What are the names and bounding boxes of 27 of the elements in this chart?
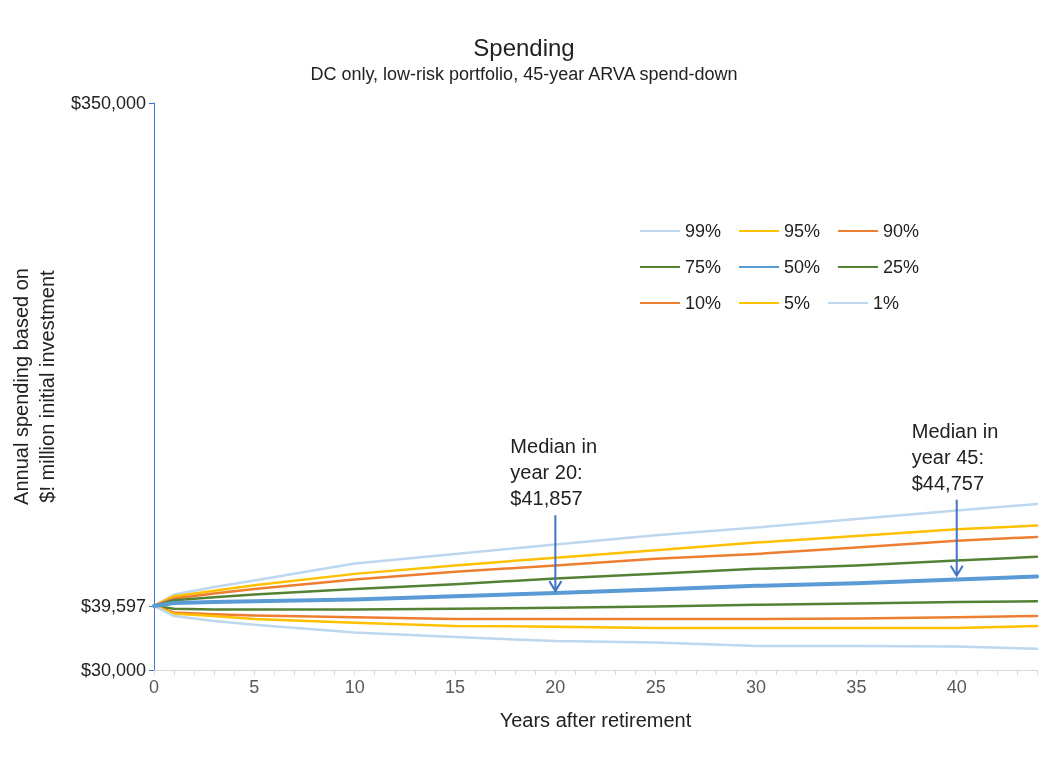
x-tick-label: 30 xyxy=(746,677,767,697)
x-tick-label: 5 xyxy=(249,677,260,697)
legend-label: 90% xyxy=(883,221,920,241)
x-tick-label: 25 xyxy=(645,677,666,697)
x-tick-label: 20 xyxy=(545,677,566,697)
y-axis-title: Annual spending based on $! million initial investment xyxy=(10,268,58,505)
legend-label: 5% xyxy=(784,293,811,313)
x-tick-label: 35 xyxy=(846,677,867,697)
x-tick-label: 0 xyxy=(148,677,159,697)
legend-label: 25% xyxy=(883,257,920,277)
x-tick-label: 15 xyxy=(444,677,466,697)
y-tick-label: $30,000 xyxy=(80,660,146,680)
legend-label: 75% xyxy=(685,257,722,277)
legend-label: 95% xyxy=(784,221,821,241)
x-axis-title: Years after retirement xyxy=(499,709,692,731)
chart-subtitle: DC only, low-risk portfolio, 45-year ARVA spend-down xyxy=(310,64,738,84)
y-tick-label: $350,000 xyxy=(70,93,146,113)
annotation: Median in year 20: $41,857 xyxy=(510,434,598,512)
chart-title: Spending xyxy=(473,33,575,61)
annotation: Median in year 45: $44,757 xyxy=(911,418,999,496)
legend-label: 1% xyxy=(873,293,900,313)
x-tick-label: 40 xyxy=(946,677,967,697)
y-tick-label: $39,597 xyxy=(80,595,146,616)
legend-label: 99% xyxy=(685,221,722,241)
legend-label: 10% xyxy=(685,293,722,313)
x-tick-label: 10 xyxy=(344,677,365,697)
legend-label: 50% xyxy=(784,257,821,277)
